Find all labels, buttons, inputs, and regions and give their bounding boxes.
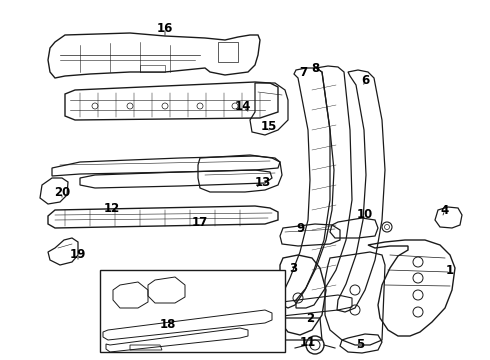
Bar — [100, 270, 285, 352]
Text: 18: 18 — [160, 319, 176, 332]
Text: 14: 14 — [235, 100, 251, 113]
Text: 19: 19 — [70, 248, 86, 261]
Text: 13: 13 — [255, 176, 271, 189]
Text: 4: 4 — [441, 203, 449, 216]
Text: 12: 12 — [104, 202, 120, 215]
Text: 17: 17 — [192, 216, 208, 229]
Text: 5: 5 — [356, 338, 364, 351]
Text: 20: 20 — [54, 186, 70, 199]
Text: 7: 7 — [299, 66, 307, 78]
Text: 11: 11 — [300, 336, 316, 348]
Text: 1: 1 — [446, 264, 454, 276]
Text: 10: 10 — [357, 208, 373, 221]
Text: 6: 6 — [361, 73, 369, 86]
Text: 8: 8 — [311, 62, 319, 75]
Text: 16: 16 — [157, 22, 173, 35]
Text: 9: 9 — [296, 221, 304, 234]
Text: 15: 15 — [261, 121, 277, 134]
Text: 2: 2 — [306, 311, 314, 324]
Text: 3: 3 — [289, 261, 297, 274]
